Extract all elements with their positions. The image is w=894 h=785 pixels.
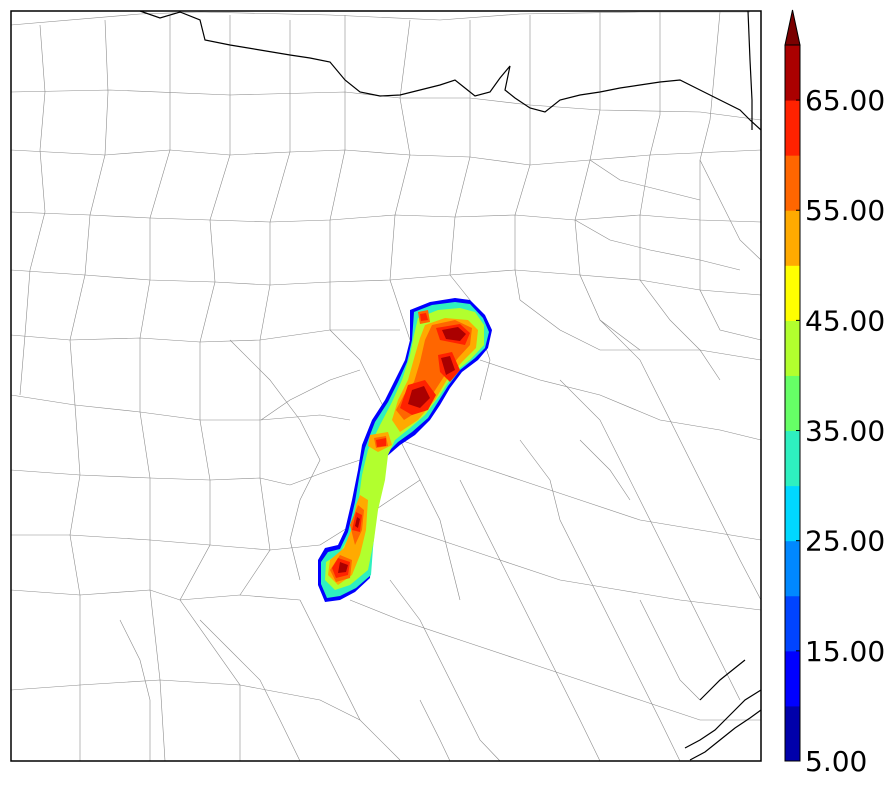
colorbar-band [785,100,800,156]
colorbar-tick-label: 65.00 [805,84,885,117]
state-boundary [139,10,762,131]
colorbar-band [785,540,800,597]
colorbar-band [785,375,800,432]
colorbar-band [785,155,800,211]
state-boundary-east [747,10,753,130]
colorbar: 5.00 15.00 25.00 35.00 45.00 55.00 65.00 [784,9,885,778]
colorbar-band [785,485,800,542]
coastline [684,659,762,761]
reflectivity-field [318,298,492,602]
colorbar-band [785,430,800,487]
colorbar-band [785,705,800,762]
colorbar-band [785,650,800,707]
colorbar-band [785,45,800,101]
colorbar-extend-arrow [784,9,801,46]
contour-55 [330,310,472,582]
colorbar-tick-label: 5.00 [805,745,867,778]
contour-50 [328,318,478,585]
map-panel [10,10,762,762]
colorbar-band [785,210,800,266]
colorbar-tick-label: 25.00 [805,525,885,558]
colorbar-tick-label: 55.00 [805,194,885,227]
colorbar-band [785,265,800,321]
colorbar-tick-label: 35.00 [805,415,885,448]
map-frame [10,10,762,762]
colorbar-band [785,595,800,652]
colorbar-tick-label: 45.00 [805,304,885,337]
colorbar-outline [784,44,801,762]
colorbar-tick-label: 15.00 [805,635,885,668]
colorbar-band [785,320,800,376]
